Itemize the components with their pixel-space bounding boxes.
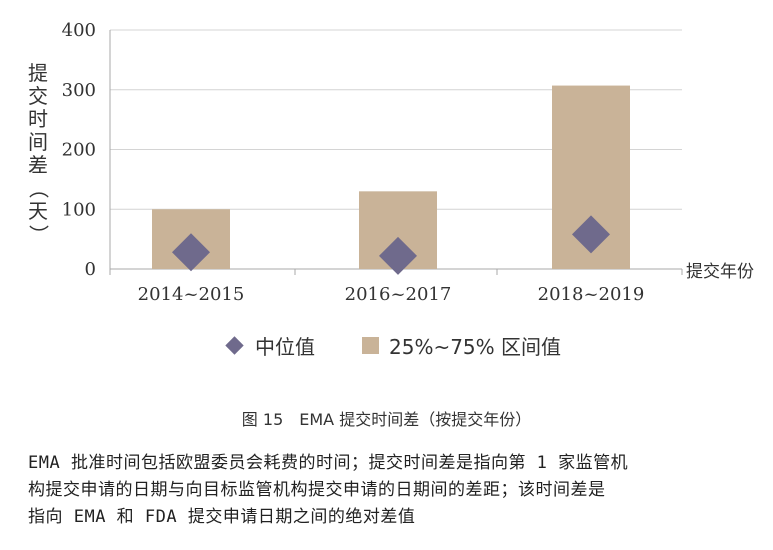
y-axis-label-char: 差 <box>28 153 48 177</box>
figure-note: EMA 批准时间包括欧盟委员会耗费的时间；提交时间差是指向第 1 家监管机 构提… <box>28 450 763 531</box>
y-tick-label: 400 <box>62 20 96 41</box>
y-tick-label: 200 <box>62 140 96 161</box>
median-marker <box>572 215 610 254</box>
note-line: 指向 EMA 和 FDA 提交申请日期之间的绝对差值 <box>28 507 416 527</box>
bar-chart: 0 100 200 300 400 2014~2015 2016~2017 2018~2019 <box>62 20 683 305</box>
y-axis-label: 提 交 时 间 差 （ 天 ） <box>24 62 52 246</box>
x-axis-label: 提交年份 <box>686 262 754 282</box>
figure-caption: 图 15 EMA 提交时间差（按提交年份） <box>241 410 532 429</box>
square-marker-icon <box>362 337 379 354</box>
y-tick-label: 100 <box>62 199 96 220</box>
y-axis-label-char: 时 <box>28 107 48 131</box>
chart-legend: 中位值 25%~75% 区间值 <box>0 331 773 361</box>
x-tick-label: 2016~2017 <box>345 284 452 305</box>
y-tick-label: 0 <box>85 259 96 280</box>
x-tick-label: 2018~2019 <box>538 284 645 305</box>
y-axis-label-unit: 天 <box>28 199 48 223</box>
y-axis-label-char: 交 <box>28 84 48 108</box>
legend-label-median: 中位值 <box>255 335 315 359</box>
median-marker <box>172 233 210 272</box>
legend-item-median: 中位值 <box>225 331 315 360</box>
y-axis-label-char: 提 <box>28 61 48 85</box>
note-line: 构提交申请的日期与向目标监管机构提交申请的日期间的差距；该时间差是 <box>28 480 606 500</box>
y-axis-label-paren-open: （ <box>26 178 51 199</box>
y-axis-label-paren-close: ） <box>26 224 51 245</box>
y-tick-label: 300 <box>62 80 96 101</box>
note-line: EMA 批准时间包括欧盟委员会耗费的时间；提交时间差是指向第 1 家监管机 <box>28 453 629 473</box>
median-marker <box>379 236 417 275</box>
y-axis-label-char: 间 <box>28 130 48 154</box>
diamond-marker-icon <box>225 336 244 355</box>
legend-label-range: 25%~75% 区间值 <box>389 335 562 359</box>
x-tick-label: 2014~2015 <box>138 284 245 305</box>
legend-item-range: 25%~75% 区间值 <box>362 331 561 360</box>
